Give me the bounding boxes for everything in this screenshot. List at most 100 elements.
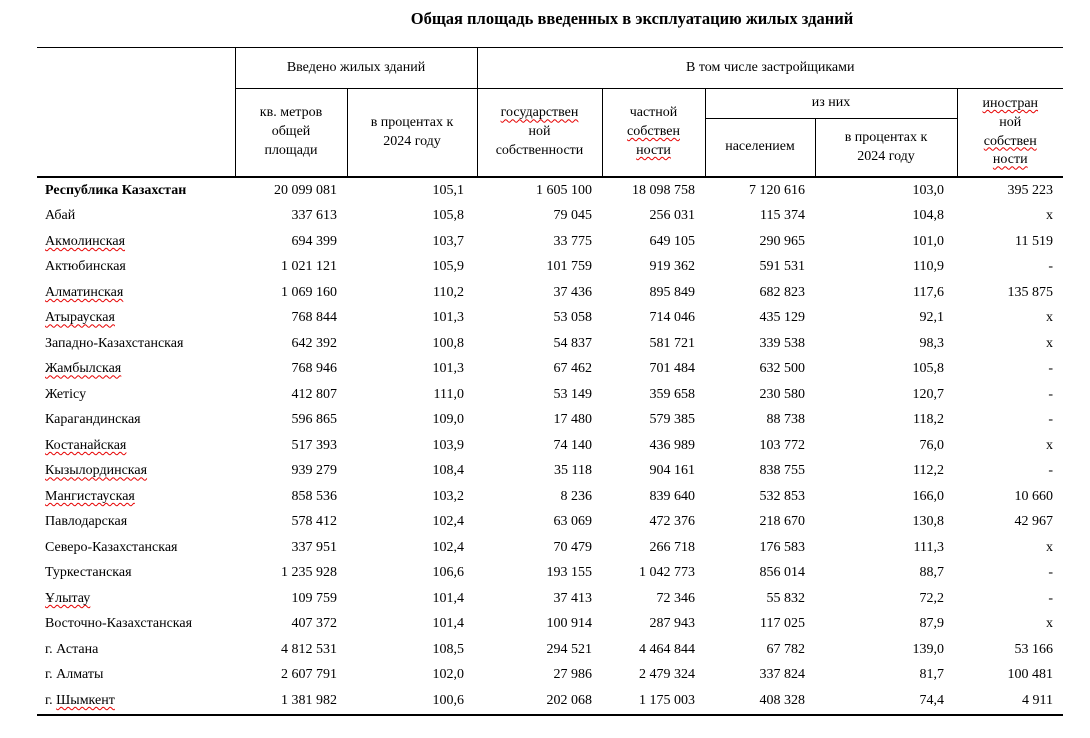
value-cell: 7 120 616 xyxy=(749,182,805,198)
header-population-percent-to-2024: в процентах к 2024 году xyxy=(815,118,958,177)
value-cell: 649 105 xyxy=(649,233,696,249)
table-header: Введено жилых зданий В том числе застрой… xyxy=(37,47,1064,177)
value-cell: x xyxy=(1046,437,1054,453)
value-cell: 118,2 xyxy=(913,412,944,428)
value-cell: 139,0 xyxy=(912,641,945,657)
value-cell: 632 500 xyxy=(759,361,806,377)
value-cell: 67 782 xyxy=(766,641,806,657)
value-cell: 70 479 xyxy=(553,539,593,555)
region-name: Туркестанская xyxy=(45,565,132,581)
region-name: Западно-Казахстанская xyxy=(45,335,184,351)
value-cell: x xyxy=(1046,310,1054,326)
region-name: Мангистауская xyxy=(45,488,135,504)
value-cell: 109,0 xyxy=(432,412,465,428)
value-cell: 104,8 xyxy=(912,208,945,224)
value-cell: x xyxy=(1046,335,1054,351)
table-row: г. Алматы 2 607 791 102,0 27 986 2 479 324 33… xyxy=(37,663,1063,689)
region-name: г. Шымкент xyxy=(45,692,115,708)
table-row: Костанайская 517 393 103,9 74 140 436 989 103… xyxy=(37,433,1063,459)
value-cell: 88,7 xyxy=(919,565,945,581)
table-row: Жетісу 412 807 111,0 53 149 359 658 230 580 12… xyxy=(37,382,1063,408)
value-cell: 37 436 xyxy=(553,284,593,300)
value-cell: 287 943 xyxy=(649,616,696,632)
value-cell: 101 759 xyxy=(546,259,593,275)
region-name: Жамбылская xyxy=(45,361,122,377)
value-cell: 1 021 121 xyxy=(281,259,337,275)
table-row: г. Астана 4 812 531 108,5 294 521 4 464 844 6… xyxy=(37,637,1063,663)
region-name: Актюбинская xyxy=(45,259,126,275)
value-cell: 100 914 xyxy=(546,616,593,632)
value-cell: 108,5 xyxy=(432,641,465,657)
value-cell: 2 607 791 xyxy=(281,667,337,683)
value-cell: 100 481 xyxy=(1007,667,1054,683)
table-row: Республика Казахстан 20 099 081 105,1 1 605… xyxy=(37,177,1063,204)
value-cell: 76,0 xyxy=(919,437,945,453)
value-cell: 682 823 xyxy=(759,284,806,300)
region-name: Восточно-Казахстанская xyxy=(45,616,193,632)
table-row: Алматинская 1 069 160 110,2 37 436 895 849 68… xyxy=(37,280,1063,306)
value-cell: 79 045 xyxy=(553,208,593,224)
value-cell: 472 376 xyxy=(649,514,696,530)
value-cell: 1 175 003 xyxy=(639,692,695,708)
value-cell: 67 462 xyxy=(553,361,593,377)
header-percent-to-2024: в процентах к 2024 году xyxy=(347,88,478,177)
table-row: Карагандинская 596 865 109,0 17 480 579 385 8… xyxy=(37,408,1063,434)
value-cell: 105,9 xyxy=(432,259,465,275)
header-private-ownership: частной собствен ности xyxy=(602,88,706,177)
value-cell: 53 166 xyxy=(1014,641,1054,657)
value-cell: 130,8 xyxy=(912,514,945,530)
table-row: Жамбылская 768 946 101,3 67 462 701 484 632 5… xyxy=(37,357,1063,383)
value-cell: 919 362 xyxy=(649,259,696,275)
value-cell: 111,0 xyxy=(433,386,464,402)
value-cell: 435 129 xyxy=(759,310,806,326)
value-cell: 579 385 xyxy=(649,412,696,428)
value-cell: 117 025 xyxy=(760,616,805,632)
value-cell: - xyxy=(1048,386,1054,402)
value-cell: 768 844 xyxy=(291,310,338,326)
value-cell: 53 058 xyxy=(553,310,593,326)
value-cell: 294 521 xyxy=(546,641,593,657)
value-cell: 166,0 xyxy=(912,488,945,504)
value-cell: 88 738 xyxy=(766,412,806,428)
value-cell: 103,0 xyxy=(912,182,945,198)
region-name: г. Астана xyxy=(45,641,99,657)
region-name: Республика Казахстан xyxy=(45,182,187,198)
value-cell: 101,4 xyxy=(432,616,465,632)
value-cell: 412 807 xyxy=(291,386,338,402)
value-cell: 72 346 xyxy=(656,590,696,606)
value-cell: 74,4 xyxy=(919,692,945,708)
value-cell: 92,1 xyxy=(919,310,945,326)
value-cell: 408 328 xyxy=(759,692,806,708)
value-cell: 101,3 xyxy=(432,310,465,326)
value-cell: 591 531 xyxy=(759,259,806,275)
table-row: Северо-Казахстанская 337 951 102,4 70 479 26… xyxy=(37,535,1063,561)
value-cell: 101,4 xyxy=(432,590,465,606)
value-cell: 256 031 xyxy=(649,208,696,224)
value-cell: 838 755 xyxy=(759,463,806,479)
value-cell: 532 853 xyxy=(759,488,806,504)
value-cell: 115 374 xyxy=(760,208,805,224)
value-cell: 33 775 xyxy=(553,233,593,249)
value-cell: 939 279 xyxy=(291,463,338,479)
value-cell: 81,7 xyxy=(919,667,945,683)
table-row: Акмолинская 694 399 103,7 33 775 649 105 290 … xyxy=(37,229,1063,255)
table-row: Туркестанская 1 235 928 106,6 193 155 1 042 … xyxy=(37,561,1063,587)
region-name: Атырауская xyxy=(45,310,115,326)
value-cell: 202 068 xyxy=(546,692,593,708)
value-cell: 581 721 xyxy=(649,335,696,351)
value-cell: 103,9 xyxy=(432,437,465,453)
table-row: Ұлытау 109 759 101,4 37 413 72 346 55 832 72,2… xyxy=(37,586,1063,612)
value-cell: 53 149 xyxy=(553,386,593,402)
table-row: Восточно-Казахстанская 407 372 101,4 100 91… xyxy=(37,612,1063,638)
value-cell: 101,3 xyxy=(432,361,465,377)
value-cell: 54 837 xyxy=(553,335,593,351)
value-cell: 337 951 xyxy=(291,539,338,555)
value-cell: 904 161 xyxy=(649,463,696,479)
value-cell: 63 069 xyxy=(553,514,593,530)
region-name: Жетісу xyxy=(45,386,87,402)
value-cell: 17 480 xyxy=(553,412,593,428)
value-cell: 4 911 xyxy=(1022,692,1054,708)
value-cell: 359 658 xyxy=(649,386,696,402)
value-cell: 102,4 xyxy=(432,539,465,555)
value-cell: 10 660 xyxy=(1014,488,1054,504)
